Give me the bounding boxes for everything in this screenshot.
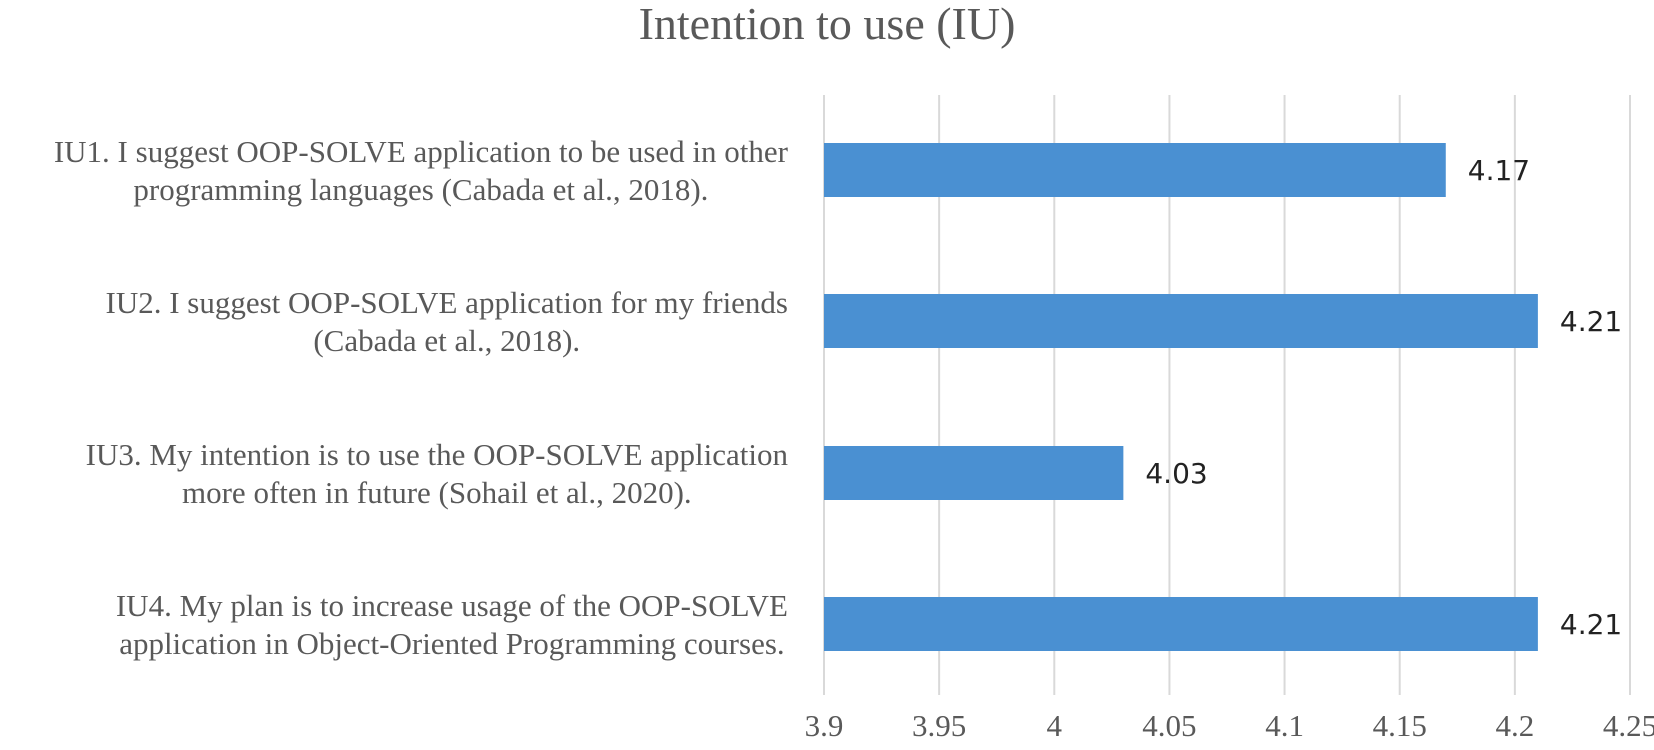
category-label-line: application in Object-Oriented Programmi… <box>119 626 784 661</box>
category-label-line: more often in future (Sohail et al., 202… <box>182 475 692 510</box>
chart-title: Intention to use (IU) <box>638 0 1016 49</box>
category-label: IU2. I suggest OOP-SOLVE application for… <box>106 285 788 358</box>
category-label-line: (Cabada et al., 2018). <box>313 323 580 358</box>
x-tick-label: 4 <box>1047 708 1063 743</box>
category-label-line: IU2. I suggest OOP-SOLVE application for… <box>106 285 788 320</box>
category-label: IU4. My plan is to increase usage of the… <box>116 588 788 661</box>
category-label-line: programming languages (Cabada et al., 20… <box>133 172 708 207</box>
bar <box>824 446 1124 500</box>
x-tick-label: 4.1 <box>1265 708 1304 743</box>
x-axis-tick-labels: 3.9 3.95 4 4.05 4.1 4.15 4.2 4.25 <box>805 708 1654 743</box>
bar-value-label: 4.21 <box>1560 608 1622 641</box>
bar <box>824 294 1538 348</box>
bar <box>824 597 1538 651</box>
x-tick-label: 4.2 <box>1495 708 1534 743</box>
category-label-line: IU1. I suggest OOP-SOLVE application to … <box>54 134 789 169</box>
category-label: IU1. I suggest OOP-SOLVE application to … <box>54 134 789 207</box>
x-tick-label: 4.15 <box>1373 708 1427 743</box>
x-tick-label: 3.95 <box>912 708 966 743</box>
category-label-line: IU3. My intention is to use the OOP-SOLV… <box>86 437 789 472</box>
x-tick-label: 4.05 <box>1142 708 1196 743</box>
data-labels: 4.17 4.21 4.03 4.21 <box>1145 154 1622 641</box>
bar <box>824 143 1446 197</box>
category-label-line: IU4. My plan is to increase usage of the… <box>116 588 788 623</box>
bar-value-label: 4.21 <box>1560 305 1622 338</box>
x-tick-label: 4.25 <box>1603 708 1654 743</box>
bar-value-label: 4.17 <box>1468 154 1530 187</box>
category-labels: IU1. I suggest OOP-SOLVE application to … <box>54 134 789 661</box>
category-label: IU3. My intention is to use the OOP-SOLV… <box>86 437 789 510</box>
x-tick-label: 3.9 <box>805 708 844 743</box>
bar-value-label: 4.03 <box>1145 457 1207 490</box>
bars <box>824 143 1538 651</box>
